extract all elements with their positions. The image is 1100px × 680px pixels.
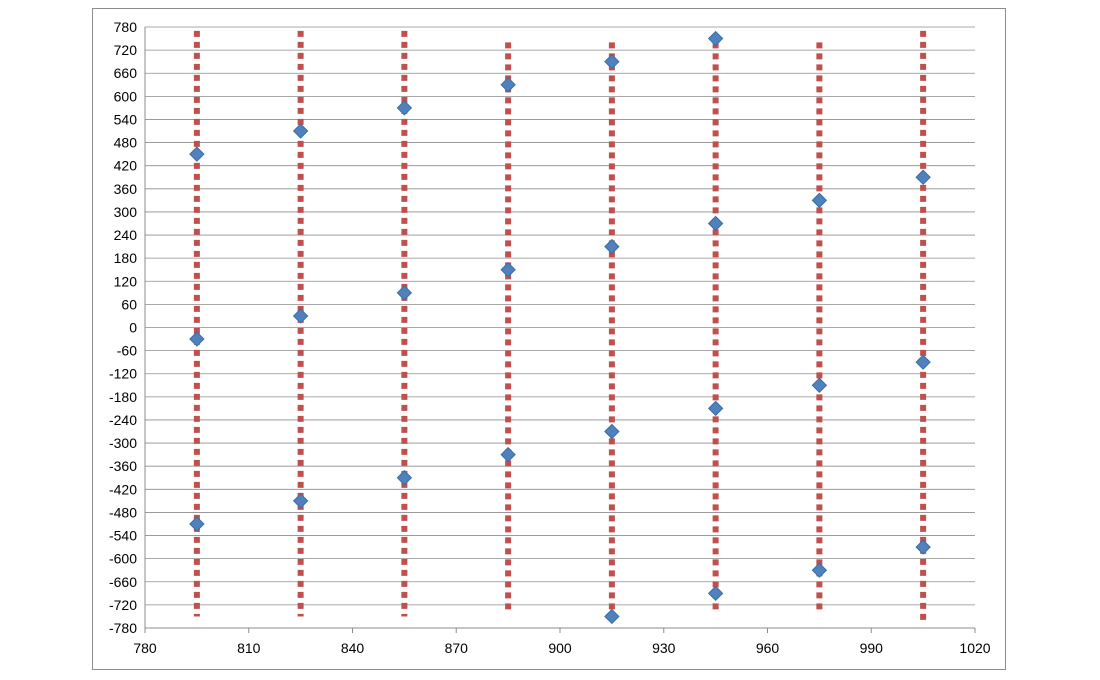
scatter-point — [500, 77, 516, 93]
scatter-point — [396, 285, 413, 301]
y-tick-label: -360 — [109, 458, 137, 474]
scatter-point — [915, 539, 931, 555]
scatter-point — [707, 215, 724, 232]
scatter-point — [604, 53, 620, 70]
chart-frame: 780 720 660 600 540 480 420 360 300 240 180 120 60 0-… — [92, 8, 1006, 670]
y-tick-label: -720 — [109, 597, 137, 613]
scatter-point — [500, 446, 516, 463]
y-tick-label: -660 — [109, 574, 137, 590]
scatter-point — [292, 308, 309, 324]
y-tick-label: -300 — [109, 435, 137, 451]
y-tick-label: 60 — [121, 296, 137, 312]
scatter-point — [292, 493, 309, 509]
y-tick-label: -60 — [117, 343, 137, 359]
y-tick-label: -180 — [109, 389, 137, 405]
y-tick-label: -420 — [109, 481, 137, 497]
scatter-point — [604, 423, 620, 440]
y-tick-label: -780 — [109, 620, 137, 636]
y-tick-label: 660 — [114, 65, 138, 81]
y-axis-tick-labels: 780720660600540480420360300240180120600-… — [109, 19, 137, 636]
scatter-point — [707, 585, 724, 602]
scatter-point — [604, 238, 620, 255]
x-tick-label: 960 — [756, 640, 780, 656]
scatter-point — [396, 470, 413, 486]
y-tick-label: -480 — [109, 504, 137, 520]
y-tick-label: 540 — [114, 111, 138, 127]
y-tick-label: 180 — [114, 250, 138, 266]
y-tick-label: -540 — [109, 528, 137, 544]
scatter-point — [396, 100, 413, 116]
scatter-point — [189, 516, 205, 532]
y-tick-label: 300 — [114, 204, 138, 220]
x-tick-label: 780 — [133, 640, 157, 656]
x-tick-label: 810 — [237, 640, 261, 656]
y-tick-label: -240 — [109, 412, 137, 428]
x-tick-label: 840 — [341, 640, 365, 656]
x-tick-label: 870 — [445, 640, 469, 656]
scatter-point — [811, 377, 828, 393]
x-axis-tick-labels: 780 810 840 870 900 930 960 990 1020 — [133, 640, 990, 656]
scatter-point — [707, 400, 724, 417]
x-tick-label: 900 — [548, 640, 572, 656]
y-tick-label: 0 — [129, 320, 137, 336]
y-tick-label: -600 — [109, 551, 137, 567]
y-tick-label: 480 — [114, 135, 138, 151]
scatter-point — [292, 123, 309, 139]
scatter-point — [604, 608, 620, 625]
y-tick-label: 780 — [114, 19, 138, 35]
scatter-point — [811, 562, 828, 578]
x-tick-label: 930 — [652, 640, 676, 656]
y-tick-label: 600 — [114, 88, 138, 104]
y-tick-label: -120 — [109, 366, 137, 382]
grid-layer — [144, 26, 976, 633]
y-tick-label: 720 — [114, 42, 138, 58]
scatter-point — [189, 146, 205, 162]
scatter-point — [189, 331, 205, 347]
scatter-chart: 780720660600540480420360300240180120600-… — [109, 19, 991, 656]
x-tick-label: 1020 — [959, 640, 990, 656]
scatter-point — [707, 30, 724, 47]
x-tick-label: 990 — [860, 640, 884, 656]
scatter-point — [915, 354, 931, 370]
y-tick-label: 120 — [114, 273, 138, 289]
scatter-point — [500, 262, 516, 278]
diamond-point-series — [189, 30, 931, 625]
y-tick-label: 240 — [114, 227, 138, 243]
y-tick-label: 420 — [114, 158, 138, 174]
scatter-point — [811, 192, 828, 209]
scatter-point — [915, 169, 931, 185]
y-tick-label: 360 — [114, 181, 138, 197]
